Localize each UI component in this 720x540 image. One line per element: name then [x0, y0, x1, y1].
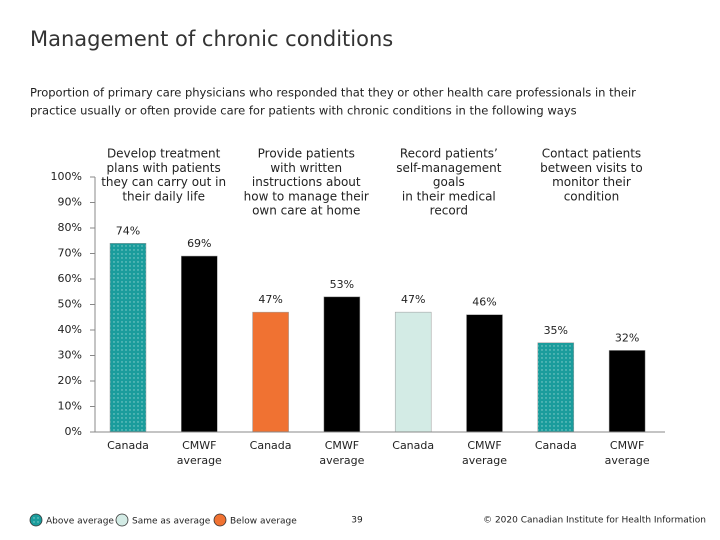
y-tick-label: 70%	[58, 247, 82, 260]
y-tick-label: 60%	[58, 272, 82, 285]
bar	[394, 311, 432, 433]
legend-swatch	[115, 513, 129, 527]
footer: © 2020 Canadian Institute for Health Inf…	[483, 516, 706, 526]
value-label: 69%	[187, 237, 211, 250]
group-header: self-management	[396, 161, 502, 175]
subtitle: Proportion of primary care physicians wh…	[30, 86, 636, 100]
value-label: 74%	[116, 224, 140, 237]
x-tick-label: Canada	[250, 439, 292, 452]
bar	[109, 243, 147, 433]
y-tick-label: 0%	[65, 425, 82, 438]
group-header: monitor their	[552, 175, 631, 189]
y-tick-label: 40%	[58, 323, 82, 336]
legend-label: Above average	[46, 517, 114, 527]
group-header: instructions about	[252, 175, 361, 189]
value-label: 32%	[615, 331, 639, 344]
group-header: Provide patients	[258, 147, 355, 161]
group-header: plans with patients	[107, 161, 221, 175]
group-header: they can carry out in	[101, 175, 226, 189]
legend-label: Same as average	[132, 517, 211, 527]
group-header: Develop treatment	[107, 147, 221, 161]
y-tick-label: 100%	[51, 170, 82, 183]
x-tick-label: CMWF average	[177, 439, 222, 467]
legend-label: Below average	[230, 517, 297, 527]
value-label: 47%	[258, 293, 282, 306]
bar	[537, 342, 575, 433]
bar	[466, 314, 503, 433]
y-tick-label: 20%	[58, 374, 82, 387]
x-tick-label: CMWF average	[462, 439, 507, 467]
group-header: condition	[564, 189, 619, 203]
x-tick-label: Canada	[107, 439, 149, 452]
y-tick-label: 80%	[58, 221, 82, 234]
chart-title: Management of chronic conditions	[30, 27, 393, 51]
y-tick-label: 50%	[58, 298, 82, 311]
x-tick-label: Canada	[535, 439, 577, 452]
group-header: in their medical	[402, 189, 496, 203]
y-tick-label: 10%	[58, 400, 82, 413]
y-tick-label: 30%	[58, 349, 82, 362]
legend-swatch	[213, 513, 227, 527]
subtitle: practice usually or often provide care f…	[30, 104, 577, 118]
value-label: 47%	[401, 293, 425, 306]
group-header: own care at home	[252, 204, 360, 218]
x-tick-label: CMWF average	[319, 439, 364, 467]
x-tick-label: CMWF average	[605, 439, 650, 467]
group-header: with written	[270, 161, 342, 175]
bar	[608, 350, 646, 433]
value-label: 53%	[330, 278, 354, 291]
legend-swatch	[29, 513, 43, 527]
y-tick-label: 90%	[58, 196, 82, 209]
page-number: 39	[351, 516, 363, 526]
group-header: between visits to	[540, 161, 643, 175]
group-header: how to manage their	[244, 189, 369, 203]
group-header: their daily life	[122, 189, 205, 203]
group-header: record	[430, 204, 468, 218]
bar	[323, 296, 361, 433]
value-label: 35%	[544, 324, 568, 337]
group-header: Record patients’	[400, 147, 498, 161]
bar	[252, 311, 289, 433]
value-label: 46%	[472, 296, 496, 309]
group-header: Contact patients	[542, 147, 641, 161]
bar	[181, 255, 218, 433]
x-tick-label: Canada	[392, 439, 434, 452]
group-header: goals	[433, 175, 465, 189]
